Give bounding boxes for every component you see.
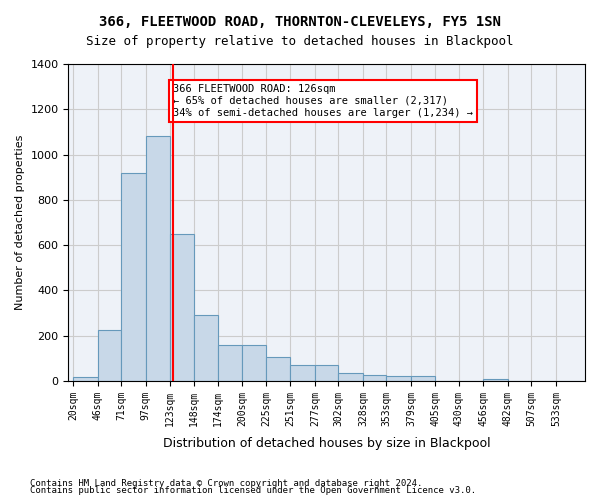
Bar bbox=[194, 316, 218, 381]
Bar bbox=[266, 357, 290, 381]
Bar bbox=[73, 377, 98, 381]
Text: Size of property relative to detached houses in Blackpool: Size of property relative to detached ho… bbox=[86, 35, 514, 48]
Bar bbox=[121, 172, 146, 381]
Bar bbox=[98, 330, 121, 381]
Bar bbox=[484, 378, 508, 381]
Bar bbox=[170, 234, 194, 381]
Bar bbox=[386, 376, 411, 381]
Bar bbox=[338, 373, 363, 381]
Bar bbox=[218, 344, 242, 381]
Text: 366 FLEETWOOD ROAD: 126sqm
← 65% of detached houses are smaller (2,317)
34% of s: 366 FLEETWOOD ROAD: 126sqm ← 65% of deta… bbox=[173, 84, 473, 117]
Bar bbox=[363, 374, 386, 381]
Bar bbox=[146, 136, 170, 381]
Text: Contains HM Land Registry data © Crown copyright and database right 2024.: Contains HM Land Registry data © Crown c… bbox=[30, 478, 422, 488]
Y-axis label: Number of detached properties: Number of detached properties bbox=[15, 135, 25, 310]
Bar bbox=[411, 376, 436, 381]
Bar bbox=[290, 365, 315, 381]
Text: 366, FLEETWOOD ROAD, THORNTON-CLEVELEYS, FY5 1SN: 366, FLEETWOOD ROAD, THORNTON-CLEVELEYS,… bbox=[99, 15, 501, 29]
Bar bbox=[315, 365, 338, 381]
Bar bbox=[242, 344, 266, 381]
X-axis label: Distribution of detached houses by size in Blackpool: Distribution of detached houses by size … bbox=[163, 437, 491, 450]
Text: Contains public sector information licensed under the Open Government Licence v3: Contains public sector information licen… bbox=[30, 486, 476, 495]
